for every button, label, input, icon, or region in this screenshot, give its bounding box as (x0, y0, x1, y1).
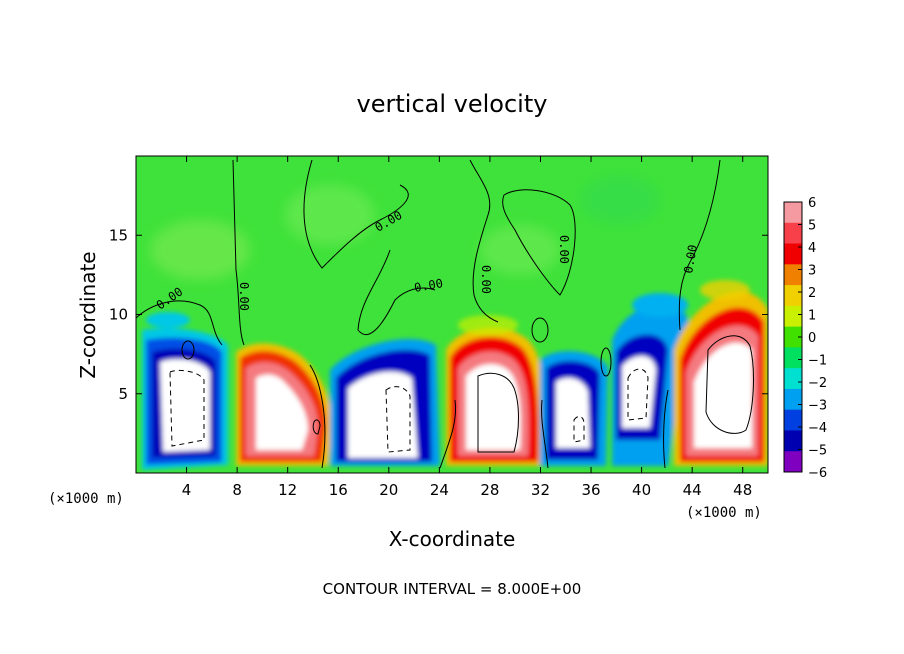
blue-bulge-1 (146, 312, 190, 328)
x-tick-label: 36 (581, 481, 600, 499)
colorbar-tick-label: −5 (808, 444, 827, 459)
colorbar-tick-label: 0 (808, 331, 816, 346)
x-tick-label: 4 (182, 481, 192, 499)
colorbar-swatch (784, 243, 802, 265)
colorbar: 6 5 4 3 2 1 0 −1 −2 −3 −4 −5 −6 (783, 196, 827, 481)
zero-contour-6 (439, 399, 457, 469)
x-tick-label: 48 (733, 481, 752, 499)
downdraft-cell-3-core (348, 371, 418, 458)
solid-contour-2 (705, 335, 754, 434)
x-axis-label: X-coordinate (389, 527, 516, 551)
colorbar-swatch (784, 368, 802, 390)
colorbar-swatch (784, 305, 802, 328)
colorbar-tick-label: −3 (808, 399, 827, 414)
colorbar-swatch (784, 451, 802, 473)
yellow-bulge-1 (458, 315, 518, 335)
x-tick-label: 32 (531, 481, 550, 499)
updraft-cell-4-white (466, 364, 521, 450)
x-tick-label: 16 (329, 481, 348, 499)
zero-contour-1 (136, 300, 223, 346)
colorbar-tick-label: 2 (808, 286, 816, 301)
colorbar-tick-label: 1 (808, 309, 816, 324)
small-contour-1 (531, 317, 549, 343)
small-contour-3 (600, 347, 612, 377)
contour-labels: 0.00 0.00 0.00 0.00 0.00 0.00 0.00 (154, 208, 700, 312)
x-unit-right: (×1000 m) (686, 505, 762, 521)
colorbar-swatch (784, 347, 802, 369)
solid-contour-1 (477, 372, 519, 453)
x-tick-label: 28 (480, 481, 499, 499)
interval-contours (169, 335, 754, 453)
contour-label-5: 0.00 (479, 265, 493, 294)
colorbar-tick-label: −1 (808, 354, 827, 369)
zero-contour-4 (309, 364, 326, 469)
colorbar-tick-label: −2 (808, 376, 827, 391)
colorbar-tick-label: 6 (808, 196, 816, 211)
x-tick-label: 12 (278, 481, 297, 499)
colorbar-swatch (784, 326, 802, 348)
zero-contour-5 (357, 249, 436, 336)
downdraft-cell-1-white (160, 359, 210, 452)
contour-interval-note: CONTOUR INTERVAL = 8.000E+00 (323, 580, 582, 598)
colorbar-swatch (784, 202, 802, 224)
colorbar-swatch (784, 222, 802, 245)
x-unit-left: (×1000 m) (48, 491, 124, 507)
x-tick-label: 24 (430, 481, 449, 499)
chart-title: vertical velocity (357, 90, 548, 118)
x-tick-label: 44 (683, 481, 702, 499)
dashed-contour-4 (573, 416, 585, 443)
small-contour-2 (181, 340, 195, 360)
zero-contour-8 (502, 189, 576, 296)
x-tick-label: 40 (632, 481, 651, 499)
colorbar-tick-label: 5 (808, 219, 816, 234)
zero-contour-10 (678, 159, 721, 331)
colorbar-swatch (784, 409, 802, 431)
y-axis-ticks: 5 10 15 (109, 226, 768, 403)
updraft-cell-2-white (256, 374, 308, 450)
y-tick-label: 5 (118, 385, 128, 403)
y-tick-label: 10 (109, 306, 128, 324)
contour-label-7: 0.00 (681, 244, 700, 275)
y-axis-label: Z-coordinate (76, 251, 100, 378)
colorbar-swatch (784, 285, 802, 307)
colorbar-tick-label: −4 (808, 421, 827, 436)
contour-label-2: 0.00 (237, 282, 251, 311)
colorbar-swatch (784, 388, 802, 411)
colorbar-swatch (784, 430, 802, 452)
dashed-contour-2 (385, 386, 411, 453)
dashed-contour-3 (627, 368, 649, 421)
x-tick-label: 8 (232, 481, 242, 499)
downdraft-cell-5-core (556, 377, 590, 448)
plot-area: 0.00 0.00 0.00 0.00 0.00 0.00 0.00 (136, 156, 768, 473)
background-shading (150, 175, 660, 280)
downdraft-cell-6-core (622, 355, 656, 428)
zero-contour-9 (541, 399, 549, 469)
contour-label-6: 0.00 (557, 235, 571, 264)
yellow-bulge-2 (700, 280, 750, 300)
x-tick-label: 20 (379, 481, 398, 499)
solid-contour-3 (312, 419, 321, 435)
blue-bulge-2 (632, 293, 688, 317)
x-axis-ticks: 4 8 12 16 20 24 28 32 36 40 44 48 (182, 156, 752, 499)
colorbar-tick-label: 3 (808, 264, 816, 279)
contour-label-4: 0.00 (413, 276, 444, 295)
zero-contour-3 (303, 159, 409, 269)
zero-contour-11 (663, 389, 669, 469)
zero-contour-7 (469, 159, 499, 323)
colorbar-tick-label: 4 (808, 241, 816, 256)
colorbar-tick-label: −6 (808, 466, 827, 481)
colorbar-swatch (784, 264, 802, 286)
updraft-cell-7-white (694, 342, 752, 448)
zero-contour-2 (232, 159, 245, 346)
y-tick-label: 15 (109, 226, 128, 244)
contour-lines (136, 159, 721, 469)
